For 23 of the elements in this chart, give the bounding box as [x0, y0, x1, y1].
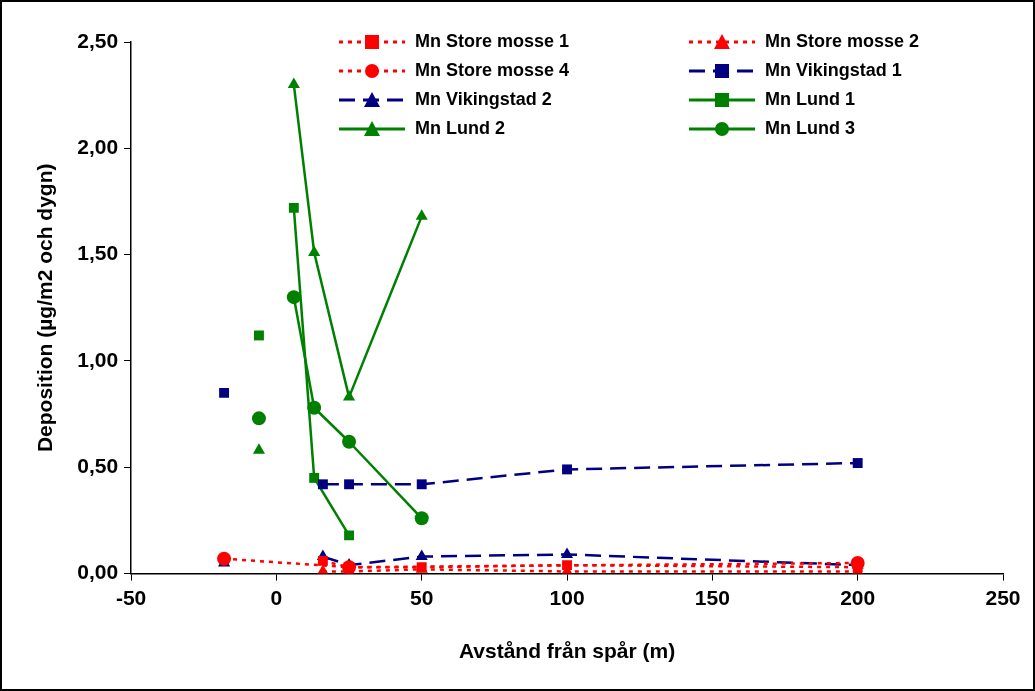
legend-label: Mn Lund 3 [765, 118, 855, 139]
y-tick-label: 1,50 [77, 241, 119, 265]
x-tick-label: 50 [410, 586, 434, 609]
y-tick-label: 2,00 [77, 135, 119, 159]
x-tick-label: 100 [549, 586, 585, 609]
legend-label: Mn Vikingstad 2 [415, 89, 552, 110]
legend-label: Mn Store mosse 2 [765, 31, 920, 52]
legend-label: Mn Store mosse 4 [415, 60, 570, 81]
y-tick-label: 0,50 [77, 454, 119, 478]
legend-label: Mn Lund 2 [415, 118, 505, 139]
x-tick-label: 0 [270, 586, 283, 609]
y-tick-label: 2,50 [77, 28, 119, 52]
legend-label: Mn Lund 1 [765, 89, 855, 110]
x-tick-label: -50 [115, 586, 147, 609]
x-tick-label: 200 [840, 586, 876, 609]
x-tick-label: 150 [694, 586, 730, 609]
x-axis-title: Avstånd från spår (m) [458, 639, 676, 663]
legend-label: Mn Store mosse 1 [415, 31, 570, 52]
y-tick-label: 1,00 [77, 347, 119, 371]
y-tick-label: 0,00 [77, 560, 119, 584]
legend-label: Mn Vikingstad 1 [765, 60, 902, 81]
x-tick-label: 250 [985, 586, 1021, 609]
y-axis-title: Deposition (µg/m2 och dygn) [33, 163, 57, 453]
